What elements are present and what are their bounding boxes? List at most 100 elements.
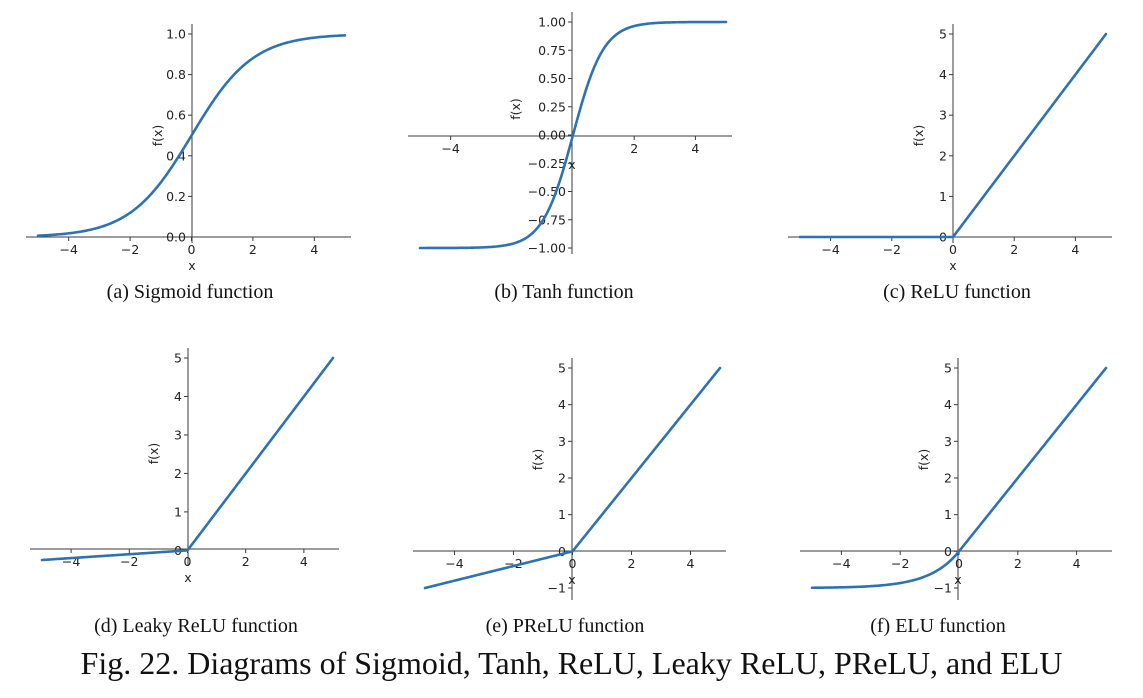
y-axis-label: f(x) xyxy=(150,125,165,147)
tanh-caption: (b) Tanh function xyxy=(494,281,634,303)
y-tick-label: 0.00 xyxy=(538,128,566,143)
y-tick-label: −0.25 xyxy=(528,156,566,171)
leaky-relu-caption: (d) Leaky ReLU function xyxy=(94,615,298,637)
y-tick-label: 2 xyxy=(174,466,182,481)
prelu-curve xyxy=(423,366,722,590)
x-tick-label: 4 xyxy=(300,554,308,569)
y-tick-label: 1 xyxy=(174,504,182,519)
x-tick-label: −4 xyxy=(441,141,459,156)
x-tick-label: −4 xyxy=(445,556,463,571)
y-tick-label: 0.8 xyxy=(166,67,186,82)
y-axis-label: f(x) xyxy=(146,443,161,465)
x-tick-label: 2 xyxy=(249,242,257,257)
x-tick-label: 4 xyxy=(691,141,699,156)
x-tick-label: 2 xyxy=(1014,556,1022,571)
y-tick-label: 4 xyxy=(944,397,952,412)
y-axis-label: f(x) xyxy=(911,125,926,147)
relu-curve xyxy=(798,32,1108,239)
elu-caption: (f) ELU function xyxy=(870,615,1006,637)
x-axis-label: x xyxy=(184,570,191,585)
x-tick-label: −2 xyxy=(120,554,138,569)
y-axis-label: f(x) xyxy=(530,449,545,471)
y-tick-label: 3 xyxy=(944,434,952,449)
y-tick-label: 0 xyxy=(558,544,566,559)
sigmoid-curve xyxy=(36,34,347,237)
x-axis-label: x xyxy=(568,572,575,587)
y-axis-label: f(x) xyxy=(916,449,931,471)
y-tick-label: 3 xyxy=(558,434,566,449)
x-tick-label: 0 xyxy=(949,242,957,257)
x-tick-label: −2 xyxy=(883,242,901,257)
x-axis-label: x xyxy=(949,258,956,273)
x-tick-label: 4 xyxy=(1073,556,1081,571)
y-tick-label: 4 xyxy=(939,67,947,82)
y-tick-label: 1 xyxy=(939,189,947,204)
y-tick-label: 1 xyxy=(944,507,952,522)
y-tick-label: 1 xyxy=(558,507,566,522)
y-tick-label: −1 xyxy=(934,581,952,596)
x-tick-label: 4 xyxy=(310,242,318,257)
y-tick-label: 2 xyxy=(944,471,952,486)
x-axis-label: x xyxy=(954,572,961,587)
y-tick-label: 5 xyxy=(939,27,947,42)
x-tick-label: 2 xyxy=(242,554,250,569)
y-tick-label: 3 xyxy=(174,427,182,442)
x-tick-label: 2 xyxy=(628,556,636,571)
y-tick-label: 0.50 xyxy=(538,71,566,86)
x-tick-label: 4 xyxy=(687,556,695,571)
y-tick-label: 0.0 xyxy=(166,230,186,245)
y-tick-label: 2 xyxy=(939,148,947,163)
y-tick-label: −1.00 xyxy=(528,241,566,256)
y-tick-label: 4 xyxy=(174,389,182,404)
y-tick-label: 5 xyxy=(558,361,566,376)
y-tick-label: 0.2 xyxy=(166,189,186,204)
y-tick-label: 2 xyxy=(558,471,566,486)
x-axis-label: x xyxy=(568,157,575,172)
x-tick-label: 0 xyxy=(955,556,963,571)
y-tick-label: 5 xyxy=(174,351,182,366)
x-axis-label: x xyxy=(188,258,195,273)
y-tick-label: 0 xyxy=(944,544,952,559)
y-tick-label: 0.75 xyxy=(538,43,566,58)
x-tick-label: −2 xyxy=(121,242,139,257)
x-tick-label: −2 xyxy=(891,556,909,571)
x-tick-label: 0 xyxy=(184,554,192,569)
y-tick-label: 1.0 xyxy=(166,27,186,42)
y-tick-label: 5 xyxy=(944,361,952,376)
x-tick-label: −4 xyxy=(832,556,850,571)
sigmoid-caption: (a) Sigmoid function xyxy=(106,281,274,303)
y-tick-label: 1.00 xyxy=(538,15,566,30)
x-tick-label: −4 xyxy=(821,242,839,257)
x-tick-label: 0 xyxy=(569,556,577,571)
y-axis-label: f(x) xyxy=(508,98,523,120)
y-tick-label: 3 xyxy=(939,108,947,123)
x-tick-label: 2 xyxy=(630,141,638,156)
figure-caption: Fig. 22. Diagrams of Sigmoid, Tanh, ReLU… xyxy=(80,645,1063,681)
y-tick-label: 0.6 xyxy=(166,108,186,123)
y-tick-label: 4 xyxy=(558,397,566,412)
x-tick-label: −4 xyxy=(59,242,77,257)
y-tick-label: −1 xyxy=(548,581,566,596)
x-tick-label: 0 xyxy=(188,242,196,257)
tanh-curve xyxy=(418,20,728,250)
elu-curve xyxy=(810,366,1108,590)
x-tick-label: 2 xyxy=(1010,242,1018,257)
leaky-relu-curve xyxy=(40,356,335,562)
prelu-caption: (e) PReLU function xyxy=(485,615,645,637)
relu-caption: (c) ReLU function xyxy=(883,281,1031,303)
x-tick-label: 4 xyxy=(1071,242,1079,257)
y-tick-label: 0.25 xyxy=(538,99,566,114)
